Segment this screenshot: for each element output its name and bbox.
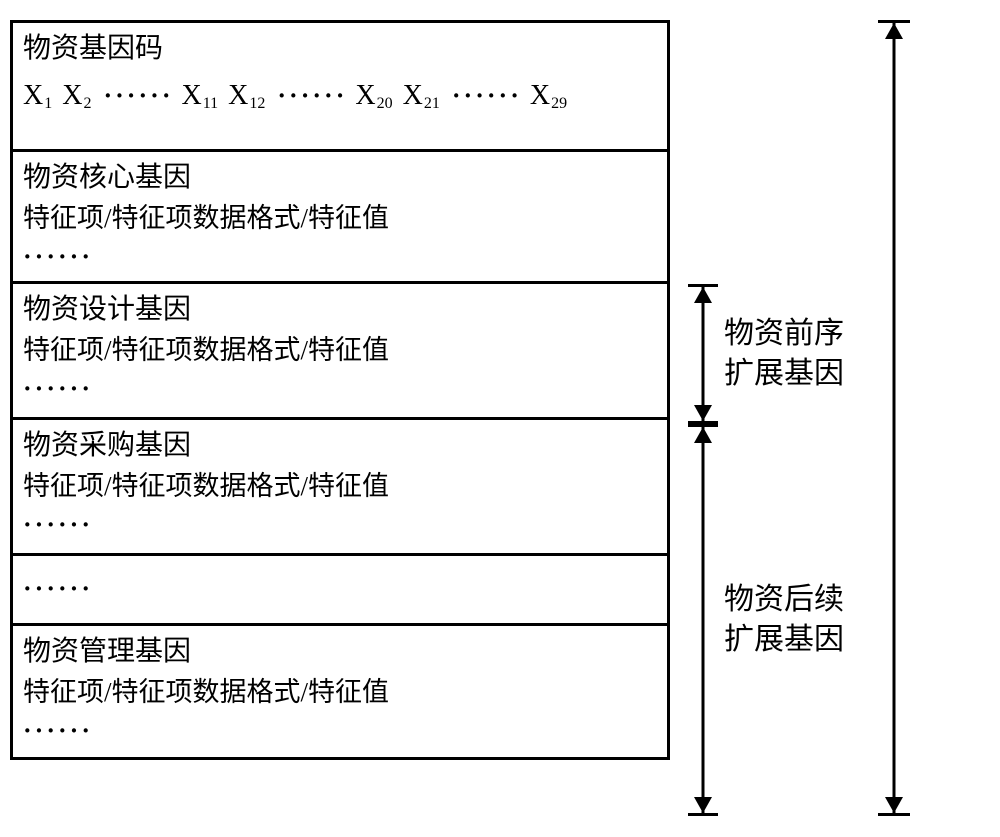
ellipsis-icon: ······ (23, 370, 657, 408)
purchase-gene-title: 物资采购基因 (23, 426, 657, 467)
var-x12: X12 (228, 76, 265, 117)
gene-code-title: 物资基因码 (23, 29, 657, 70)
dots-icon: ······ (277, 77, 347, 115)
ellipsis-icon: ······ (23, 506, 657, 544)
bracket-pre-label: 物资前序 扩展基因 (724, 314, 844, 395)
bracket-icon (688, 284, 718, 424)
dots-icon: ······ (103, 77, 173, 115)
design-gene-title: 物资设计基因 (23, 290, 657, 331)
diagram-root: 物资基因码 X1 X2 ······ X11 X12 ······ X20 X2… (10, 20, 990, 760)
var-x2: X2 (62, 76, 91, 117)
row-purchase-gene: 物资采购基因 特征项/特征项数据格式/特征值 ······ (13, 417, 667, 553)
row-gap: ······ (13, 553, 667, 623)
manage-gene-title: 物资管理基因 (23, 632, 657, 673)
bracket-post-label: 物资后续 扩展基因 (724, 580, 844, 661)
row-core-gene: 物资核心基因 特征项/特征项数据格式/特征值 ······ (13, 149, 667, 281)
bracket-icon (688, 424, 718, 816)
bracket-post-extension: 物资后续 扩展基因 (688, 424, 844, 816)
var-x29: X29 (530, 76, 567, 117)
row-gene-code: 物资基因码 X1 X2 ······ X11 X12 ······ X20 X2… (13, 23, 667, 149)
var-x11: X11 (182, 76, 219, 117)
bracket-pre-extension: 物资前序 扩展基因 (688, 284, 844, 424)
core-gene-title: 物资核心基因 (23, 158, 657, 199)
bracket-icon (878, 20, 910, 816)
core-gene-sub: 特征项/特征项数据格式/特征值 (23, 199, 657, 238)
manage-gene-sub: 特征项/特征项数据格式/特征值 (23, 673, 657, 712)
brackets-column: 物资前序 扩展基因 物资后续 扩展基因 (688, 20, 988, 760)
gene-table: 物资基因码 X1 X2 ······ X11 X12 ······ X20 X2… (10, 20, 670, 760)
design-gene-sub: 特征项/特征项数据格式/特征值 (23, 331, 657, 370)
var-x1: X1 (23, 76, 52, 117)
purchase-gene-sub: 特征项/特征项数据格式/特征值 (23, 467, 657, 506)
var-x21: X21 (403, 76, 440, 117)
gene-code-sequence: X1 X2 ······ X11 X12 ······ X20 X21 ····… (23, 76, 657, 117)
ellipsis-icon: ······ (23, 238, 657, 276)
dots-icon: ······ (452, 77, 522, 115)
ellipsis-icon: ······ (23, 562, 657, 608)
row-manage-gene: 物资管理基因 特征项/特征项数据格式/特征值 ······ (13, 623, 667, 757)
row-design-gene: 物资设计基因 特征项/特征项数据格式/特征值 ······ (13, 281, 667, 417)
bracket-full (878, 20, 910, 816)
var-x20: X20 (355, 76, 392, 117)
ellipsis-icon: ······ (23, 712, 657, 750)
